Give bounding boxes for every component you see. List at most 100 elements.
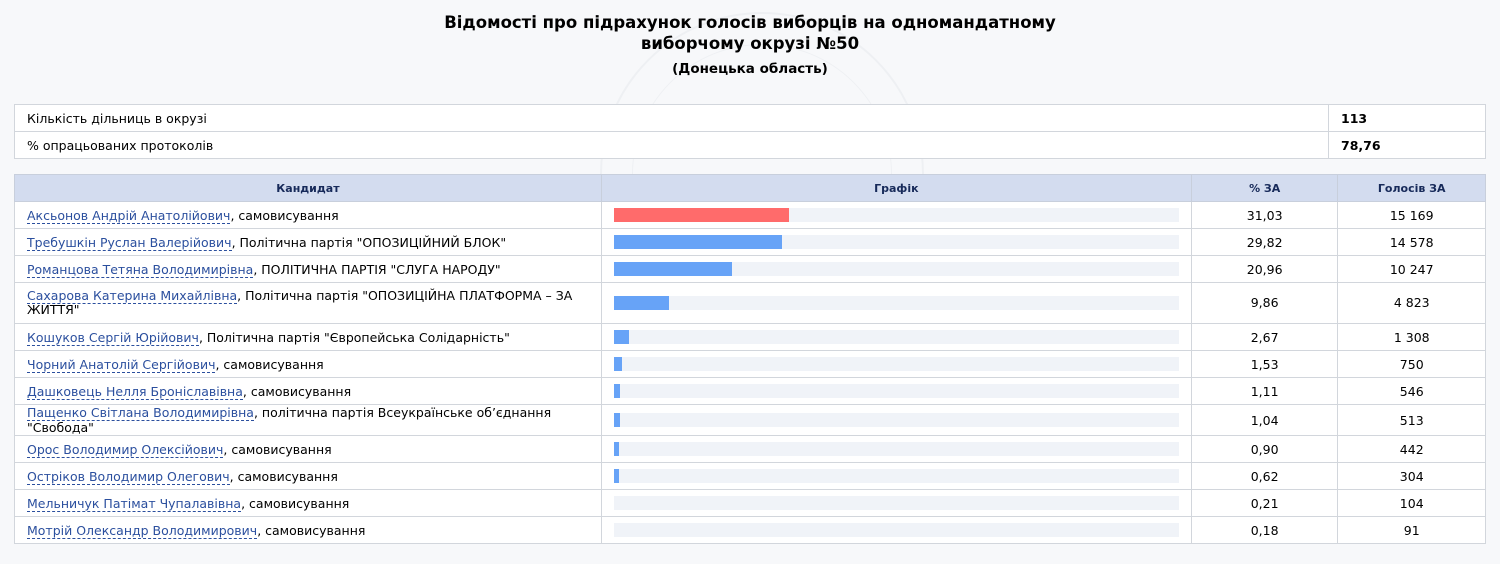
- candidate-cell: Мельничук Патімат Чупалавівна, самовисув…: [14, 489, 602, 517]
- bar-track: [613, 296, 1179, 310]
- percent-cell: 20,96: [1190, 255, 1339, 283]
- vote-share-bar: [613, 330, 629, 344]
- candidate-party: , самовисування: [257, 522, 366, 538]
- votes-cell: 1 308: [1337, 323, 1486, 351]
- percent-cell: 2,67: [1190, 323, 1339, 351]
- percent-cell: 1,53: [1190, 350, 1339, 378]
- candidate-cell: Аксьонов Андрій Анатолійович, самовисува…: [14, 201, 602, 229]
- percent-cell: 0,62: [1190, 462, 1339, 490]
- page-title-line1: Відомості про підрахунок голосів виборці…: [444, 13, 1056, 32]
- vote-share-bar: [613, 235, 783, 249]
- candidate-row: Романцова Тетяна Володимирівна, ПОЛІТИЧН…: [14, 255, 1486, 283]
- vote-share-bar: [613, 357, 623, 371]
- candidate-name-link[interactable]: Мотрій Олександр Володимирович: [27, 522, 258, 539]
- candidate-row: Сахарова Катерина Михайлівна, Політична …: [14, 282, 1486, 324]
- percent-cell: 0,21: [1190, 489, 1339, 517]
- candidate-row: Кошуков Сергій Юрійович, Політична парті…: [14, 323, 1486, 351]
- candidate-cell: Требушкін Руслан Валерійович, Політична …: [14, 228, 602, 256]
- vote-share-bar: [613, 413, 620, 427]
- candidate-name-link[interactable]: Аксьонов Андрій Анатолійович: [27, 207, 231, 224]
- page-title: Відомості про підрахунок голосів виборці…: [0, 12, 1500, 54]
- candidate-party: , самовисування: [223, 441, 332, 457]
- percent-cell: 1,04: [1190, 404, 1339, 436]
- percent-cell: 0,18: [1190, 516, 1339, 544]
- candidate-name-link[interactable]: Орос Володимир Олексійович: [27, 441, 224, 458]
- results-body: Аксьонов Андрій Анатолійович, самовисува…: [14, 201, 1486, 544]
- candidate-party: , Політична партія "Європейська Солідарн…: [198, 329, 510, 345]
- candidate-cell: Остріков Володимир Олегович, самовисуван…: [14, 462, 602, 490]
- candidate-name-link[interactable]: Пащенко Світлана Володимирівна: [27, 405, 254, 421]
- candidate-name-link[interactable]: Сахарова Катерина Михайлівна: [27, 288, 238, 304]
- percent-cell: 9,86: [1190, 282, 1339, 324]
- candidate-name-link[interactable]: Остріков Володимир Олегович: [27, 468, 230, 485]
- header-votes: Голосів ЗА: [1337, 174, 1486, 202]
- percent-cell: 1,11: [1190, 377, 1339, 405]
- results-table: Кандидат Графік % ЗА Голосів ЗА Аксьонов…: [14, 174, 1486, 544]
- candidate-name-link[interactable]: Требушкін Руслан Валерійович: [27, 234, 232, 251]
- candidate-cell: Романцова Тетяна Володимирівна, ПОЛІТИЧН…: [14, 255, 602, 283]
- candidate-cell: Чорний Анатолій Сергійович, самовисуванн…: [14, 350, 602, 378]
- candidate-name-link[interactable]: Мельничук Патімат Чупалавівна: [27, 495, 242, 512]
- candidate-name-link[interactable]: Дашковець Нелля Броніславівна: [27, 383, 243, 400]
- header-percent: % ЗА: [1190, 174, 1339, 202]
- candidate-party: , ПОЛІТИЧНА ПАРТІЯ "СЛУГА НАРОДУ": [253, 261, 501, 277]
- vote-share-bar: [613, 296, 670, 310]
- candidate-party: , самовисування: [230, 207, 339, 223]
- graph-cell: [600, 350, 1192, 378]
- bar-track: [613, 496, 1179, 510]
- summary-label: Кількість дільниць в окрузі: [14, 104, 1329, 132]
- bar-track: [613, 384, 1179, 398]
- candidate-party: , самовисування: [241, 495, 350, 511]
- summary-label: % опрацьованих протоколів: [14, 131, 1329, 159]
- candidate-row: Чорний Анатолій Сергійович, самовисуванн…: [14, 350, 1486, 378]
- page-title-line2: виборчому окрузі №50: [640, 34, 860, 53]
- percent-cell: 29,82: [1190, 228, 1339, 256]
- candidate-party: , самовисування: [215, 356, 324, 372]
- graph-cell: [600, 377, 1192, 405]
- bar-track: [613, 523, 1179, 537]
- candidate-row: Остріков Володимир Олегович, самовисуван…: [14, 462, 1486, 490]
- district-summary-table: Кількість дільниць в окрузі 113 % опраць…: [14, 104, 1486, 159]
- candidate-cell: Мотрій Олександр Володимирович, самовису…: [14, 516, 602, 544]
- header-candidate: Кандидат: [14, 174, 602, 202]
- votes-cell: 546: [1337, 377, 1486, 405]
- summary-value: 113: [1328, 104, 1486, 132]
- summary-value: 78,76: [1328, 131, 1486, 159]
- region-subtitle: (Донецька область): [672, 61, 828, 77]
- votes-cell: 750: [1337, 350, 1486, 378]
- candidate-cell: Сахарова Катерина Михайлівна, Політична …: [14, 282, 602, 324]
- vote-share-bar: [613, 208, 789, 222]
- graph-cell: [600, 489, 1192, 517]
- candidate-party: , політична партія Всеукраїнське об’єдна…: [27, 405, 552, 435]
- summary-row: Кількість дільниць в окрузі 113: [14, 104, 1486, 132]
- vote-share-bar: [613, 469, 619, 483]
- candidate-row: Дашковець Нелля Броніславівна, самовисув…: [14, 377, 1486, 405]
- graph-cell: [600, 282, 1192, 324]
- bar-track: [613, 208, 1179, 222]
- vote-share-bar: [613, 262, 733, 276]
- candidate-row: Аксьонов Андрій Анатолійович, самовисува…: [14, 201, 1486, 229]
- bar-track: [613, 442, 1179, 456]
- graph-cell: [600, 462, 1192, 490]
- summary-row: % опрацьованих протоколів 78,76: [14, 131, 1486, 159]
- candidate-cell: Дашковець Нелля Броніславівна, самовисув…: [14, 377, 602, 405]
- bar-track: [613, 413, 1179, 427]
- results-header-row: Кандидат Графік % ЗА Голосів ЗА: [14, 174, 1486, 202]
- candidate-name-link[interactable]: Чорний Анатолій Сергійович: [27, 356, 216, 373]
- candidate-cell: Орос Володимир Олексійович, самовисуванн…: [14, 435, 602, 463]
- votes-cell: 304: [1337, 462, 1486, 490]
- votes-cell: 4 823: [1337, 282, 1486, 324]
- candidate-cell: Пащенко Світлана Володимирівна, політичн…: [14, 404, 602, 436]
- candidate-name-link[interactable]: Романцова Тетяна Володимирівна: [27, 261, 254, 278]
- graph-cell: [600, 516, 1192, 544]
- bar-track: [613, 357, 1179, 371]
- bar-track: [613, 262, 1179, 276]
- candidate-name-link[interactable]: Кошуков Сергій Юрійович: [27, 329, 199, 346]
- graph-cell: [600, 435, 1192, 463]
- candidate-cell: Кошуков Сергій Юрійович, Політична парті…: [14, 323, 602, 351]
- bar-track: [613, 235, 1179, 249]
- graph-cell: [600, 323, 1192, 351]
- header-graph: Графік: [600, 174, 1192, 202]
- candidate-party: , самовисування: [242, 383, 352, 399]
- candidate-row: Пащенко Світлана Володимирівна, політичн…: [14, 404, 1486, 436]
